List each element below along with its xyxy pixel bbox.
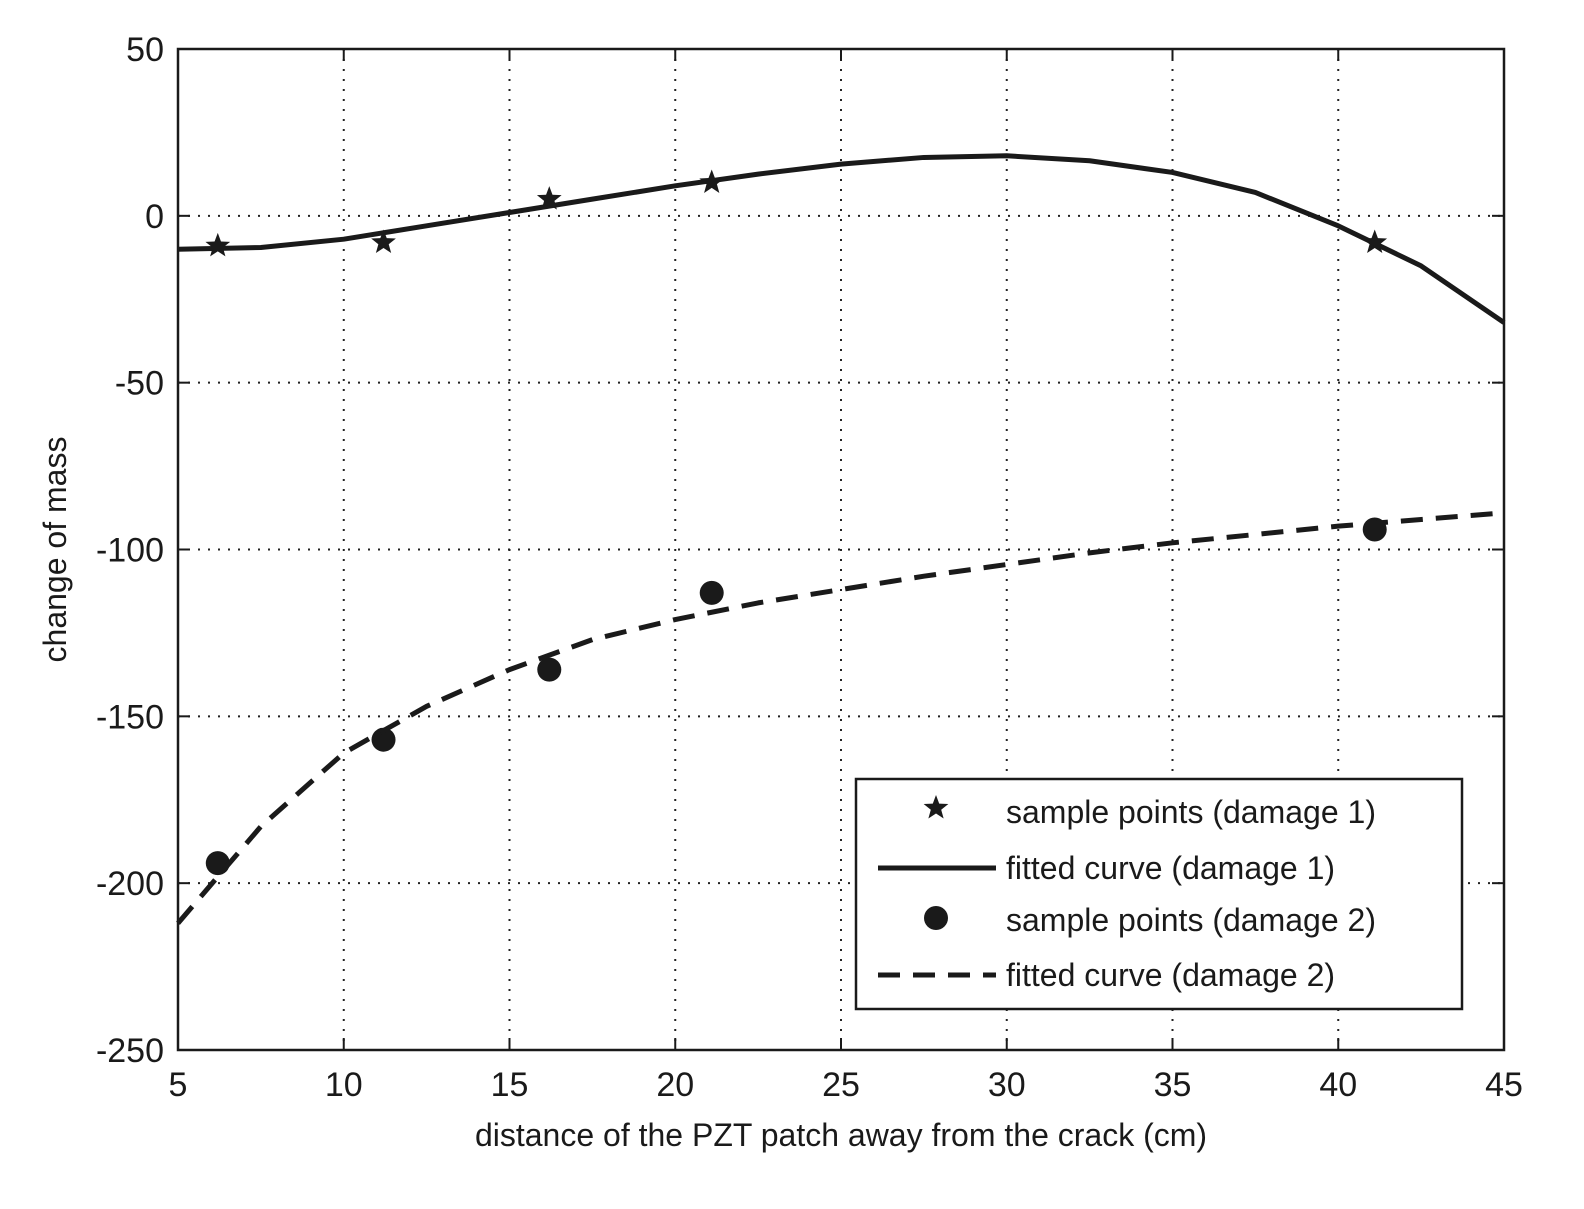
- x-tick-label: 45: [1485, 1066, 1523, 1104]
- x-tick-label: 30: [988, 1066, 1026, 1104]
- series-1: [177, 153, 1506, 325]
- series-line: [177, 153, 1506, 325]
- axis-ticks: 5 10 15 20 25 30 35 40 45 -250 -200 -150 -100 -50 0 50: [96, 31, 1523, 1104]
- legend-label: sample points (damage 2): [1006, 902, 1376, 938]
- data-point-star: [536, 186, 562, 210]
- legend-box: [854, 777, 1464, 1011]
- legend-entry-fitted-curve-damage-1: fitted curve (damage 1): [878, 850, 1335, 886]
- x-tick-label: 40: [1319, 1066, 1357, 1104]
- x-tick-label: 20: [656, 1066, 694, 1104]
- y-tick-label: 0: [145, 198, 164, 236]
- data-point-circle: [371, 727, 396, 752]
- y-tick-label: -150: [96, 698, 164, 736]
- series-line: [176, 510, 1505, 925]
- x-tick-label: 10: [325, 1066, 363, 1104]
- data-point-circle: [699, 580, 724, 605]
- legend-entry-sample-points-damage-2: sample points (damage 2): [924, 902, 1376, 938]
- legend-label: sample points (damage 1): [1006, 794, 1376, 830]
- series-3: [176, 510, 1505, 925]
- y-tick-label: -50: [115, 365, 164, 403]
- legend-entry-fitted-curve-damage-2: fitted curve (damage 2): [878, 957, 1335, 993]
- y-tick-label: 50: [126, 31, 164, 69]
- x-tick-label: 25: [822, 1066, 860, 1104]
- legend-circle-marker-icon: [924, 906, 948, 930]
- x-tick-label: 35: [1154, 1066, 1192, 1104]
- data-point-circle: [537, 657, 562, 682]
- legend-star-marker-icon: [923, 795, 949, 819]
- legend-entry-sample-points-damage-1: sample points (damage 1): [923, 794, 1376, 830]
- data-point-star: [371, 229, 396, 254]
- x-tick-label: 15: [491, 1066, 529, 1104]
- y-axis-label: change of mass: [37, 437, 73, 663]
- legend-label: fitted curve (damage 2): [1006, 957, 1335, 993]
- legend: sample points (damage 1) fitted curve (d…: [854, 777, 1464, 1011]
- y-tick-label: -100: [96, 532, 164, 570]
- y-tick-label: -250: [96, 1032, 164, 1070]
- data-point-star: [205, 232, 231, 257]
- x-tick-label: 5: [169, 1066, 188, 1104]
- legend-label: fitted curve (damage 1): [1006, 850, 1335, 886]
- y-tick-label: -200: [96, 865, 164, 903]
- x-axis-label: distance of the PZT patch away from the …: [475, 1117, 1207, 1153]
- grid: [178, 49, 1504, 1050]
- series: [176, 153, 1506, 925]
